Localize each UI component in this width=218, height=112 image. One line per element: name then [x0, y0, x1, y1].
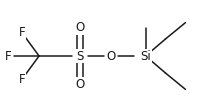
Text: F: F: [19, 73, 25, 86]
Text: O: O: [107, 50, 116, 62]
Text: Si: Si: [140, 50, 151, 62]
Text: S: S: [76, 50, 84, 62]
Text: F: F: [5, 50, 11, 62]
Text: O: O: [75, 78, 85, 91]
Text: O: O: [75, 21, 85, 34]
Text: F: F: [19, 26, 25, 39]
